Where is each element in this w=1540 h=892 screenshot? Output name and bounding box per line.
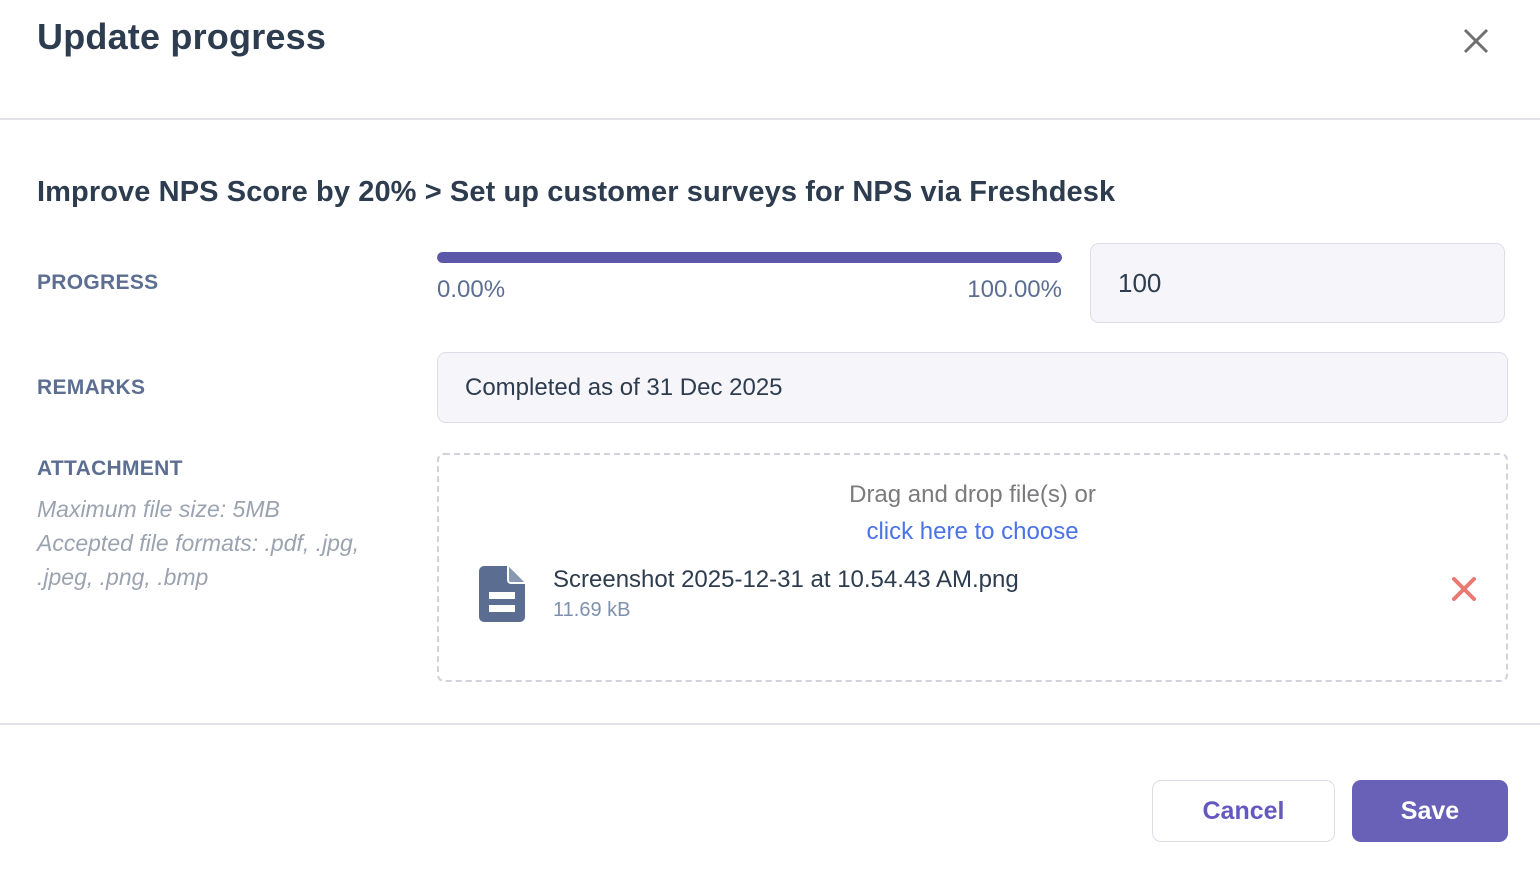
modal-header: Update progress <box>0 0 1540 118</box>
save-button[interactable]: Save <box>1352 780 1508 842</box>
close-button[interactable] <box>1460 26 1492 58</box>
progress-label: PROGRESS <box>37 271 159 294</box>
attachment-field-row: ATTACHMENT Maximum file size: 5MB Accept… <box>37 453 1508 682</box>
attachment-hint-size: Maximum file size: 5MB <box>37 496 280 522</box>
file-meta: Screenshot 2025-12-31 at 10.54.43 AM.png… <box>553 566 1019 622</box>
progress-field-row: PROGRESS 0.00% 100.00% <box>37 243 1508 323</box>
remarks-input[interactable] <box>437 352 1508 423</box>
attached-file-item: Screenshot 2025-12-31 at 10.54.43 AM.png… <box>479 566 1480 627</box>
dropzone-instruction: Drag and drop file(s) or <box>849 481 1096 508</box>
objective-breadcrumb-title: Improve NPS Score by 20% > Set up custom… <box>37 176 1116 208</box>
attachment-label-column: ATTACHMENT Maximum file size: 5MB Accept… <box>37 453 437 594</box>
remarks-label: REMARKS <box>37 376 146 399</box>
file-size: 11.69 kB <box>553 599 631 621</box>
footer-divider <box>0 723 1540 725</box>
attachment-label: ATTACHMENT <box>37 457 183 480</box>
close-icon <box>1461 26 1491 59</box>
modal-title: Update progress <box>37 16 327 57</box>
modal-footer: Cancel Save <box>0 725 1540 892</box>
progress-minmax-labels: 0.00% 100.00% <box>437 276 1062 304</box>
progress-min-label: 0.00% <box>437 276 506 303</box>
header-divider <box>0 118 1540 120</box>
remove-file-button[interactable] <box>1448 574 1480 606</box>
progress-slider-group: 0.00% 100.00% <box>437 243 1062 304</box>
attachment-hints: Maximum file size: 5MB Accepted file for… <box>37 493 402 594</box>
modal-body: Improve NPS Score by 20% > Set up custom… <box>0 120 1540 723</box>
progress-label-column: PROGRESS <box>37 243 437 295</box>
progress-slider-track[interactable] <box>437 252 1062 263</box>
cancel-button[interactable]: Cancel <box>1152 780 1335 842</box>
progress-slider-fill[interactable] <box>437 252 1062 263</box>
remarks-field-row: REMARKS <box>37 352 1508 423</box>
remove-x-icon <box>1449 574 1479 607</box>
document-icon <box>479 566 525 627</box>
choose-file-link[interactable]: click here to choose <box>866 518 1079 545</box>
attachment-hint-formats: Accepted file formats: .pdf, .jpg, .jpeg… <box>37 529 360 590</box>
progress-max-label: 100.00% <box>967 276 1062 303</box>
remarks-label-column: REMARKS <box>37 352 437 400</box>
file-name: Screenshot 2025-12-31 at 10.54.43 AM.png <box>553 566 1019 593</box>
file-dropzone[interactable]: Drag and drop file(s) or click here to c… <box>437 453 1508 682</box>
progress-value-input[interactable] <box>1090 243 1505 323</box>
